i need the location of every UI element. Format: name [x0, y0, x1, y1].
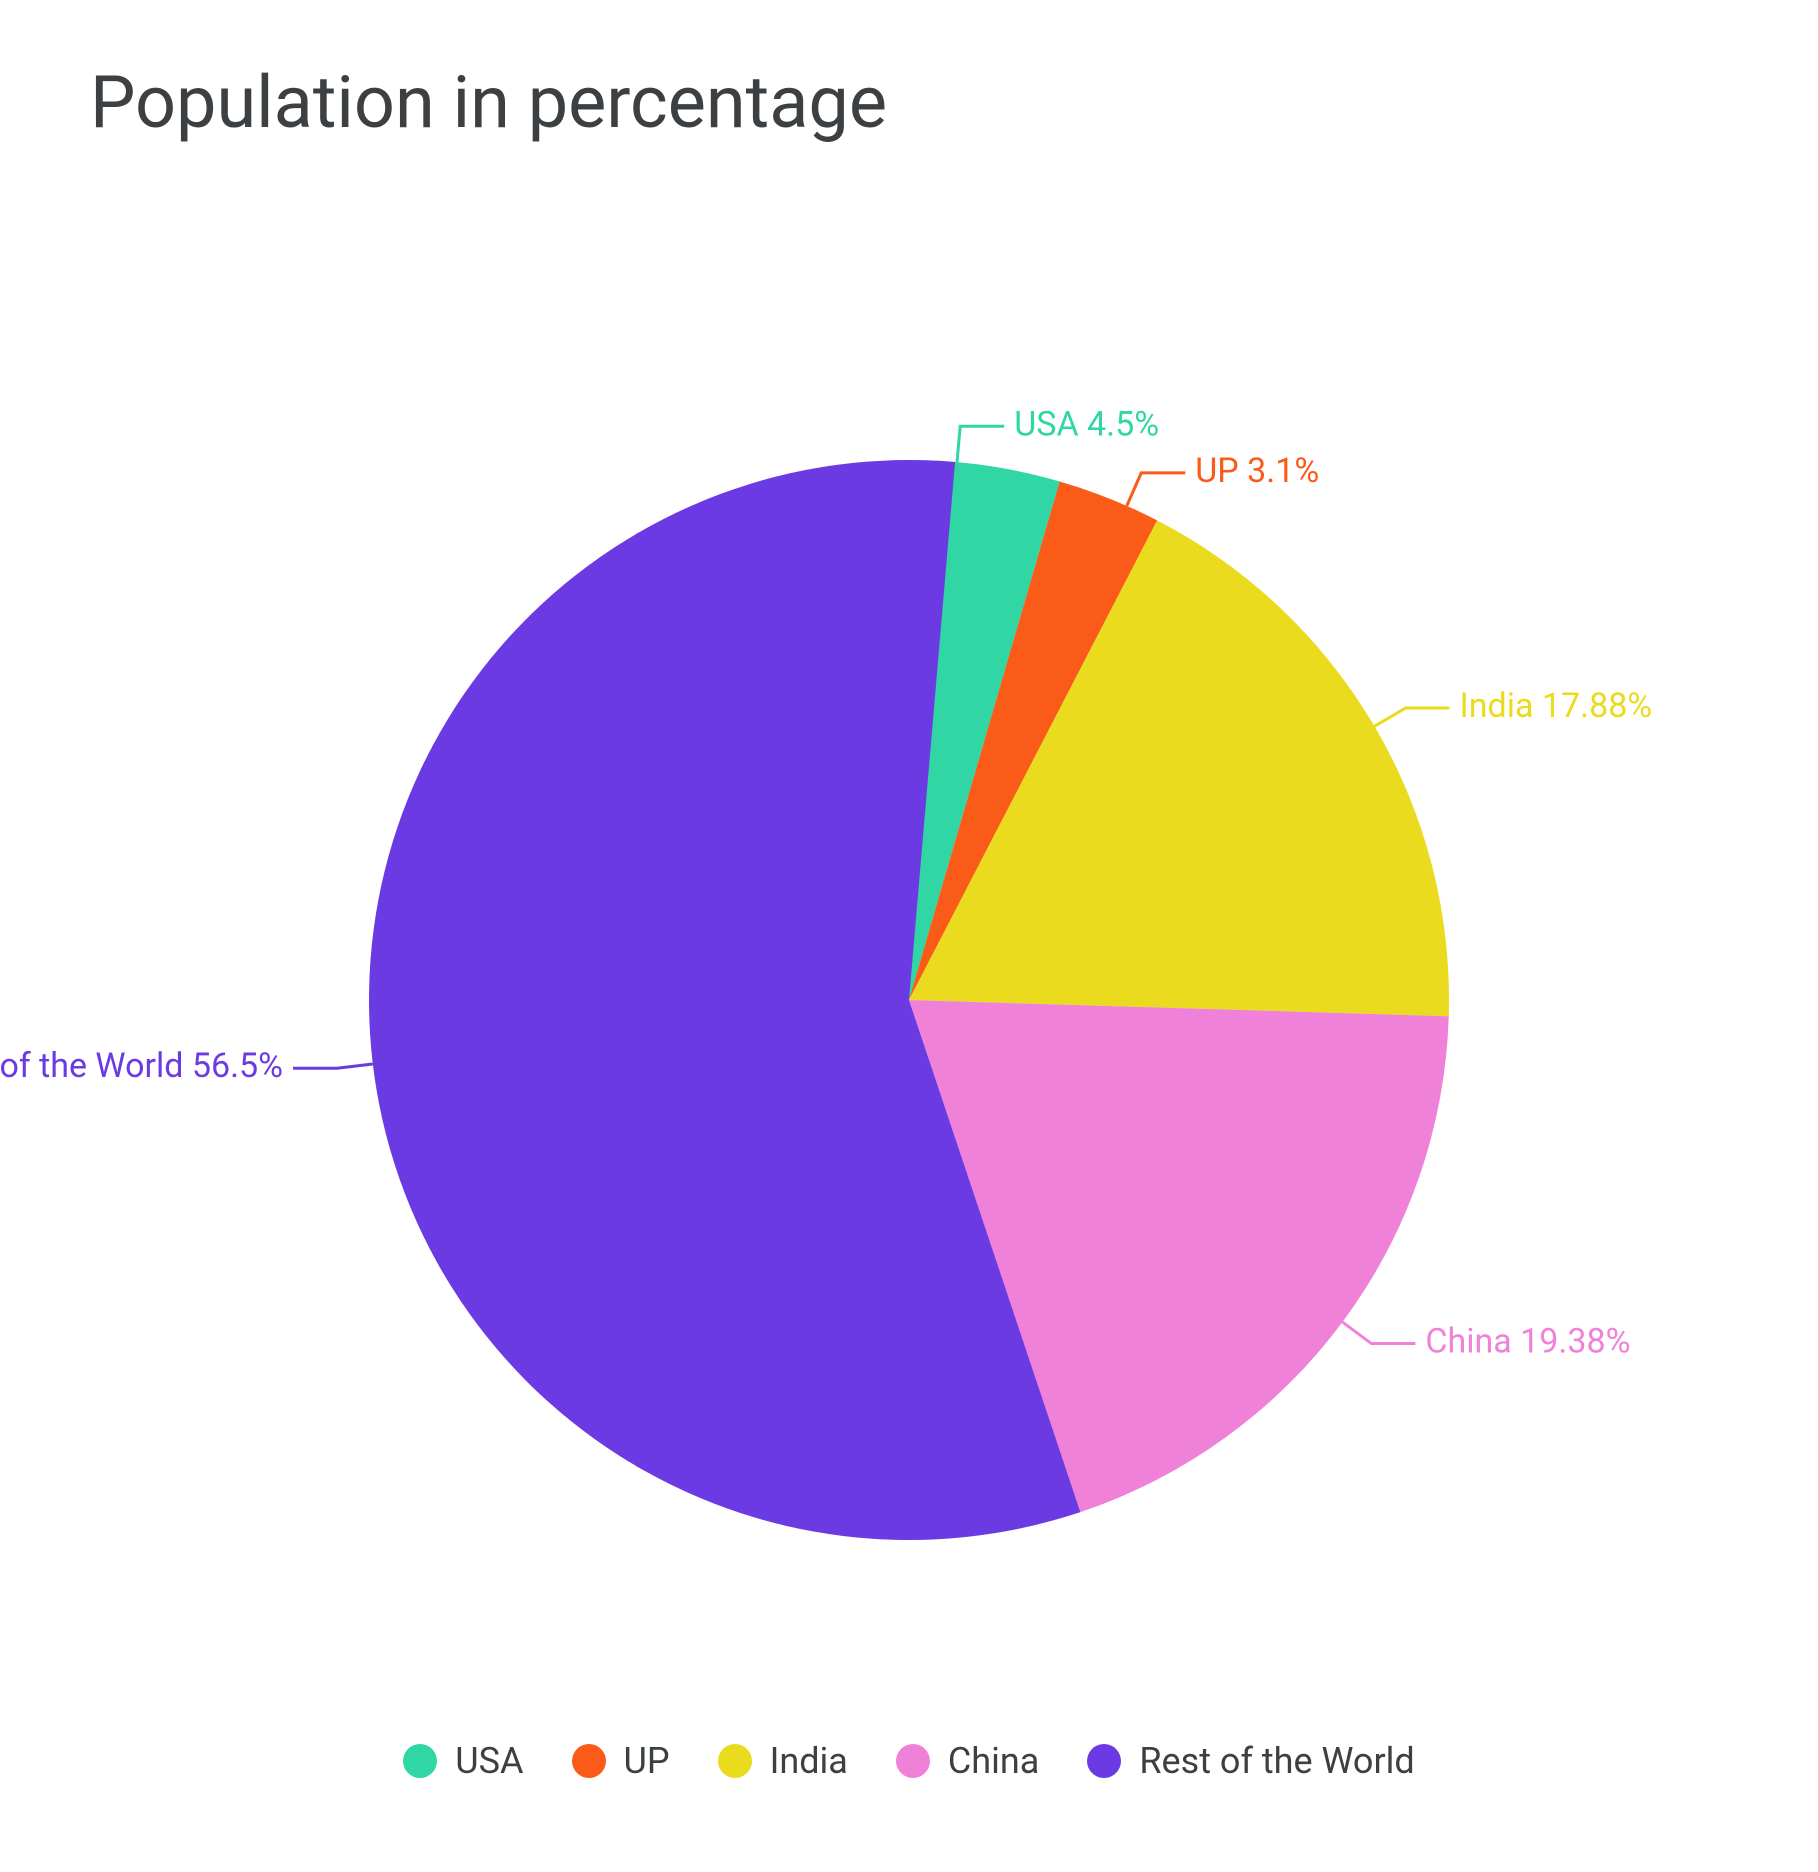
legend-item: USA	[403, 1740, 523, 1782]
legend-dot-icon	[718, 1744, 752, 1778]
legend-dot-icon	[572, 1744, 606, 1778]
legend-item: India	[718, 1740, 848, 1782]
slice-leader-line	[957, 426, 1004, 462]
legend-dot-icon	[403, 1744, 437, 1778]
slice-leader-line	[293, 1064, 373, 1068]
slice-label: China 19.38%	[1425, 1322, 1630, 1362]
legend-dot-icon	[896, 1744, 930, 1778]
slice-leader-line	[1374, 708, 1449, 726]
slice-leader-line	[1342, 1322, 1415, 1343]
legend-label: India	[770, 1740, 848, 1782]
slice-label: India 17.88%	[1460, 686, 1653, 726]
legend-item: China	[896, 1740, 1039, 1782]
legend-label: Rest of the World	[1139, 1740, 1414, 1782]
legend-item: UP	[572, 1740, 670, 1782]
slice-label: UP 3.1%	[1195, 451, 1319, 491]
chart-legend: USA UP India China Rest of the World	[0, 1740, 1818, 1782]
legend-label: China	[948, 1740, 1039, 1782]
legend-item: Rest of the World	[1087, 1740, 1414, 1782]
legend-dot-icon	[1087, 1744, 1121, 1778]
legend-label: USA	[455, 1740, 523, 1782]
slice-label: Rest of the World 56.5%	[0, 1046, 283, 1086]
slice-leader-line	[1127, 473, 1186, 506]
pie-chart: USA 4.5% UP 3.1% India 17.88% China 19.38% R…	[0, 0, 1818, 1872]
slice-label: USA 4.5%	[1014, 404, 1159, 444]
legend-label: UP	[624, 1740, 670, 1782]
